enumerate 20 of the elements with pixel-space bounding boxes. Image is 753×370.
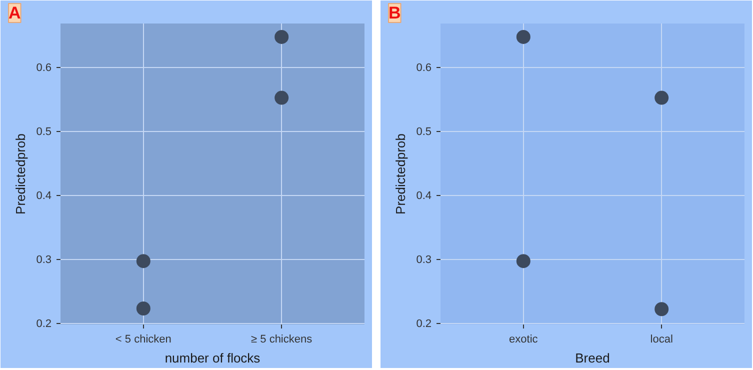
- x-tick-label: ≥ 5 chickens: [251, 334, 313, 346]
- y-tick-label: 0.2: [36, 318, 52, 330]
- y-tick-label: 0.6: [36, 62, 52, 74]
- x-axis-title: number of flocks: [164, 350, 261, 366]
- x-tick-label: < 5 chicken: [115, 334, 172, 346]
- chart-title: B: [388, 4, 401, 22]
- y-axis-title: Predictedprob: [393, 134, 408, 214]
- y-axis-title: Predictedprob: [13, 134, 28, 214]
- y-tick-label: 0.3: [36, 254, 52, 266]
- y-tick-label: 0.5: [416, 126, 432, 138]
- y-tick-label: 0.6: [416, 62, 432, 74]
- y-tick-label: 0.3: [416, 254, 432, 266]
- x-tick-label: local: [650, 334, 673, 346]
- y-tick-label: 0.2: [416, 318, 432, 330]
- y-tick-label: 0.5: [36, 126, 52, 138]
- x-tick-label: exotic: [509, 334, 538, 346]
- chart-title: A: [8, 4, 21, 22]
- y-tick-label: 0.4: [36, 190, 52, 202]
- x-axis-title: Breed: [575, 350, 610, 366]
- y-tick-label: 0.4: [416, 190, 432, 202]
